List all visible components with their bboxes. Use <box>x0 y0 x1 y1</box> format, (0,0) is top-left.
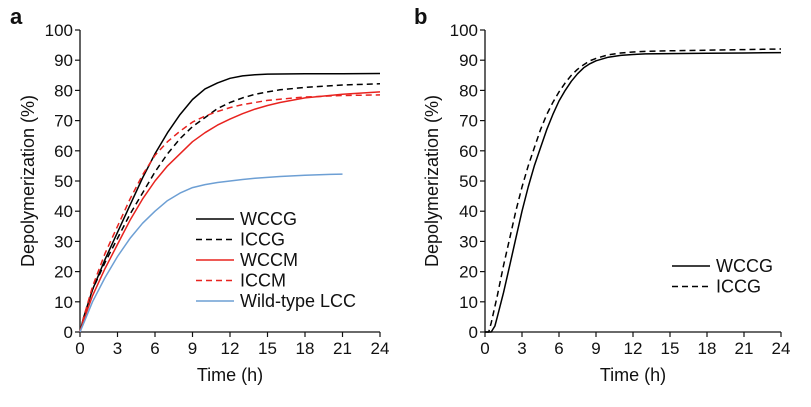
x-tick-label: 0 <box>480 339 489 358</box>
legend-label: ICCG <box>716 277 761 297</box>
x-tick-label: 6 <box>150 339 159 358</box>
legend-label: Wild-type LCC <box>240 291 356 311</box>
y-tick-label: 60 <box>54 142 73 161</box>
legend-label: ICCG <box>240 230 285 250</box>
legend-label: WCCG <box>716 256 773 276</box>
series-line-iccg <box>485 48 782 333</box>
series-line-wild-type-lcc <box>79 173 343 333</box>
x-tick-label: 12 <box>624 339 643 358</box>
legend-label: ICCM <box>240 271 286 291</box>
legend-label: WCCM <box>240 250 298 270</box>
y-tick-label: 50 <box>54 172 73 191</box>
x-tick-label: 21 <box>735 339 754 358</box>
x-tick-label: 21 <box>333 339 352 358</box>
x-tick-label: 12 <box>221 339 240 358</box>
panel-a: a 0 10 20 30 40 50 60 70 80 90 100 0 3 6 9 12 15 18 21 24 Ti… <box>10 4 389 385</box>
y-tick-label: 50 <box>459 172 478 191</box>
y-tick-label: 90 <box>459 51 478 70</box>
x-tick-label: 24 <box>772 339 791 358</box>
x-tick-label: 15 <box>258 339 277 358</box>
x-tick-label: 0 <box>75 339 84 358</box>
y-tick-label: 60 <box>459 142 478 161</box>
x-tick-label: 24 <box>371 339 390 358</box>
y-tick-label: 0 <box>64 323 73 342</box>
y-tick-label: 10 <box>54 293 73 312</box>
y-tick-label: 0 <box>469 323 478 342</box>
y-tick-label: 80 <box>54 81 73 100</box>
panel-letter: b <box>414 4 427 29</box>
x-tick-label: 6 <box>554 339 563 358</box>
panel-b: b 0 10 20 30 40 50 60 70 80 90 100 0 3 6 9 12 15 18 21 24 Ti… <box>414 4 790 385</box>
panel-letter: a <box>10 4 23 29</box>
series-line-wccm <box>79 91 381 333</box>
y-tick-label: 80 <box>459 81 478 100</box>
y-tick-label: 70 <box>54 112 73 131</box>
x-tick-label: 3 <box>517 339 526 358</box>
series-line-iccg <box>79 83 381 333</box>
series-line-wccg <box>485 51 782 333</box>
y-tick-label: 100 <box>450 21 478 40</box>
y-tick-label: 20 <box>459 263 478 282</box>
y-axis-title: Depolymerization (%) <box>422 95 442 267</box>
x-tick-label: 18 <box>296 339 315 358</box>
y-tick-label: 70 <box>459 112 478 131</box>
x-axis-title: Time (h) <box>197 365 263 385</box>
x-tick-label: 3 <box>113 339 122 358</box>
series-line-wccg <box>79 72 381 333</box>
y-tick-label: 100 <box>45 21 73 40</box>
x-axis-title: Time (h) <box>600 365 666 385</box>
y-tick-label: 30 <box>54 232 73 251</box>
x-tick-label: 9 <box>188 339 197 358</box>
x-tick-label: 15 <box>661 339 680 358</box>
y-axis-title: Depolymerization (%) <box>18 95 38 267</box>
series-line-iccm <box>79 94 381 333</box>
y-tick-label: 40 <box>459 202 478 221</box>
y-tick-label: 40 <box>54 202 73 221</box>
y-tick-label: 10 <box>459 293 478 312</box>
x-tick-label: 9 <box>591 339 600 358</box>
y-tick-label: 30 <box>459 232 478 251</box>
y-tick-label: 20 <box>54 263 73 282</box>
x-tick-label: 18 <box>698 339 717 358</box>
legend-label: WCCG <box>240 209 297 229</box>
y-tick-label: 90 <box>54 51 73 70</box>
